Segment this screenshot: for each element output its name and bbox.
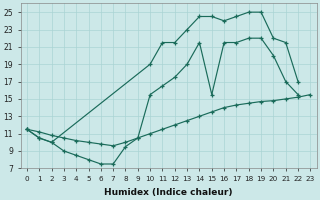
X-axis label: Humidex (Indice chaleur): Humidex (Indice chaleur) — [104, 188, 233, 197]
